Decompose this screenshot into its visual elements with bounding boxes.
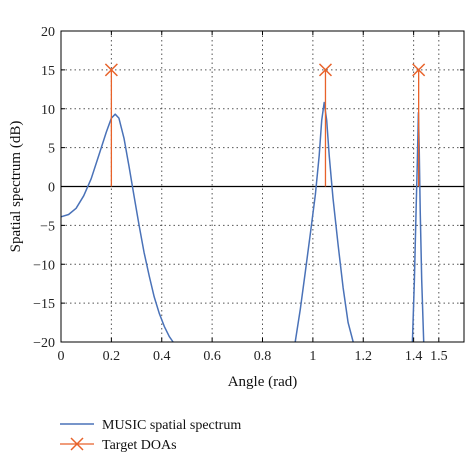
series-group bbox=[60, 101, 425, 343]
y-tick-label: 15 bbox=[41, 64, 55, 79]
legend-label: MUSIC spatial spectrum bbox=[102, 418, 241, 433]
y-tick-label: −15 bbox=[33, 297, 55, 312]
x-marker-stroke bbox=[318, 63, 332, 77]
y-tick-label: −10 bbox=[33, 258, 55, 273]
x-axis-label: Angle (rad) bbox=[228, 374, 298, 390]
music-spectrum-line bbox=[294, 101, 354, 343]
ticks: 0 0.2 0.4 0.6 0.8 1 1.2 1.4 1.5 −20 −15 −10 −5 0 5 10 15… bbox=[33, 25, 464, 364]
target-doa-marker bbox=[318, 63, 332, 77]
y-axis-label: Spatial spectrum (dB) bbox=[8, 121, 24, 253]
x-tick-label: 0.6 bbox=[203, 349, 221, 364]
music-spectrum-line bbox=[60, 113, 174, 343]
y-tick-label: −20 bbox=[33, 336, 55, 351]
target-doas-group bbox=[104, 63, 426, 187]
x-tick-label: 1.5 bbox=[430, 349, 448, 364]
target-doa-marker bbox=[104, 63, 118, 77]
legend: MUSIC spatial spectrum Target DOAs bbox=[60, 418, 241, 453]
y-tick-label: 10 bbox=[41, 103, 55, 118]
x-tick-label: 1.4 bbox=[405, 349, 423, 364]
x-tick-label: 0.8 bbox=[254, 349, 272, 364]
legend-label: Target DOAs bbox=[102, 438, 177, 453]
x-marker-stroke bbox=[104, 63, 118, 77]
y-tick-label: −5 bbox=[40, 219, 55, 234]
x-tick-label: 0.4 bbox=[153, 349, 171, 364]
y-tick-label: 0 bbox=[48, 181, 55, 196]
x-tick-label: 1.2 bbox=[355, 349, 373, 364]
x-tick-label: 1 bbox=[309, 349, 316, 364]
x-tick-label: 0.2 bbox=[103, 349, 121, 364]
legend-x-marker bbox=[70, 437, 84, 451]
x-tick-label: 0 bbox=[58, 349, 65, 364]
x-marker-stroke bbox=[412, 63, 426, 77]
target-doa-marker bbox=[412, 63, 426, 77]
y-tick-label: 5 bbox=[48, 142, 55, 157]
y-tick-label: 20 bbox=[41, 25, 55, 40]
